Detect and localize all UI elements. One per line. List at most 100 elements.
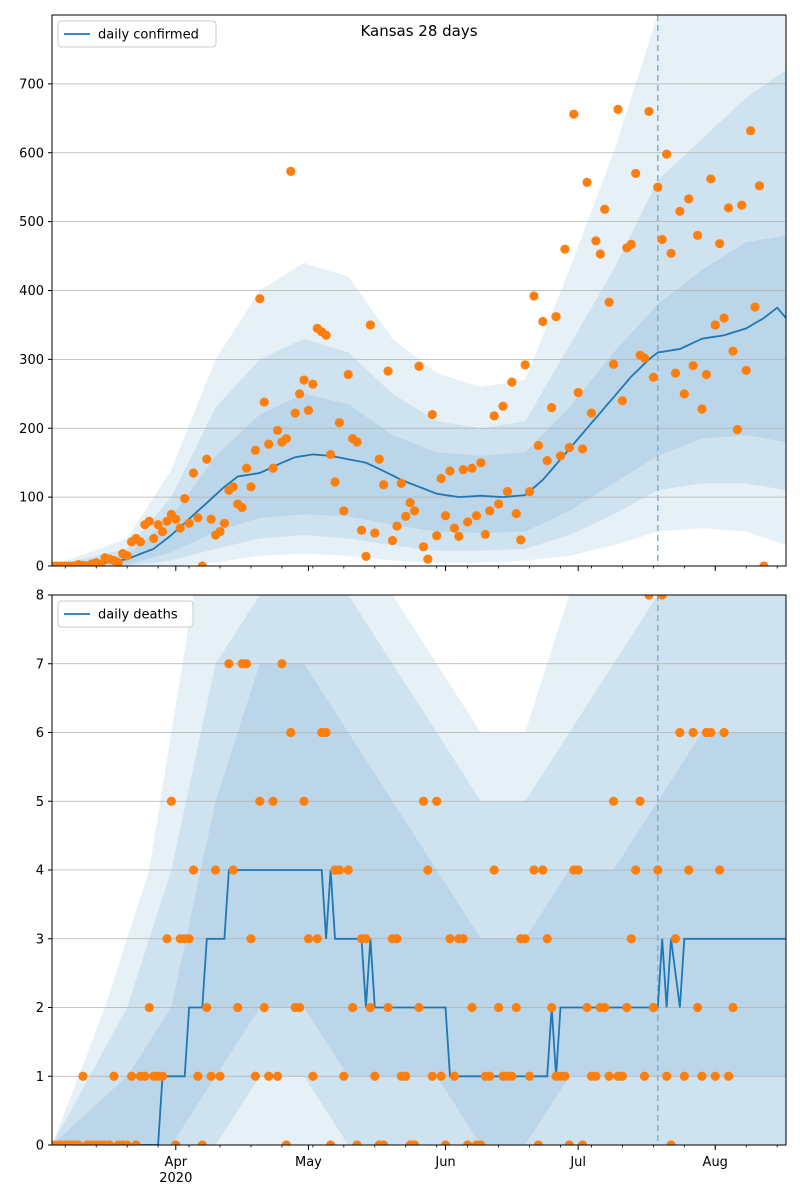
observed-point: [440, 511, 451, 521]
observed-point: [361, 934, 371, 944]
observed-point: [604, 297, 614, 307]
observed-point: [277, 659, 287, 669]
observed-point: [228, 865, 238, 875]
observed-point: [737, 200, 747, 210]
observed-point: [564, 1140, 574, 1145]
y-tick-label: 300: [19, 353, 44, 368]
observed-point: [418, 796, 429, 806]
observed-point: [467, 463, 477, 473]
observed-point: [246, 482, 256, 492]
observed-point: [423, 554, 433, 564]
observed-point: [308, 1071, 318, 1081]
observed-point: [648, 372, 658, 382]
observed-point: [706, 174, 716, 184]
observed-point: [631, 865, 641, 875]
observed-point: [542, 456, 552, 466]
observed-point: [432, 796, 442, 806]
observed-point: [697, 404, 707, 414]
observed-point: [679, 1071, 689, 1081]
observed-point: [241, 659, 252, 669]
observed-point: [684, 865, 694, 875]
observed-point: [723, 1071, 734, 1081]
observed-point: [272, 425, 283, 435]
observed-point: [639, 353, 650, 363]
y-tick-label: 5: [36, 795, 44, 810]
observed-point: [259, 1002, 269, 1013]
observed-point: [507, 377, 517, 387]
observed-point: [732, 425, 742, 435]
observed-point: [144, 1002, 154, 1013]
confidence-band-3: [52, 663, 786, 1145]
observed-point: [113, 557, 123, 566]
y-tick-label: 6: [36, 726, 44, 741]
observed-point: [157, 526, 168, 537]
observed-point: [728, 346, 738, 356]
observed-point: [741, 365, 751, 375]
observed-point: [184, 518, 194, 528]
observed-point: [109, 1071, 119, 1081]
observed-point: [215, 526, 225, 537]
observed-point: [679, 389, 689, 399]
observed-point: [706, 727, 716, 738]
legend-box: [57, 600, 194, 628]
observed-point: [401, 511, 411, 522]
observed-point: [250, 445, 260, 455]
observed-point: [383, 366, 393, 376]
observed-point: [259, 397, 269, 407]
observed-point: [485, 506, 495, 516]
observed-point: [662, 1071, 672, 1081]
observed-point: [728, 1002, 738, 1013]
observed-point: [485, 1071, 495, 1081]
observed-point: [374, 454, 384, 464]
observed-point: [237, 502, 247, 513]
observed-point: [467, 1002, 477, 1013]
x-tick-label: Jun: [434, 1155, 455, 1170]
confirmed-chart: 0 100 200 300 400 500 600 700 Kansas 28 days dail…: [19, 14, 787, 575]
observed-point: [759, 561, 769, 566]
observed-point: [303, 405, 314, 415]
chart-title: Kansas 28 days: [360, 22, 477, 40]
x-tick-label: Aug: [703, 1155, 728, 1170]
observed-point: [250, 1071, 260, 1081]
observed-point: [578, 444, 588, 454]
observed-point: [604, 1071, 614, 1081]
observed-point: [449, 1071, 459, 1081]
observed-point: [595, 249, 605, 259]
observed-point: [348, 1002, 358, 1013]
plot-area: [52, 15, 786, 566]
observed-point: [542, 934, 552, 944]
y-tick-label: 200: [19, 422, 44, 437]
observed-point: [529, 865, 539, 875]
observed-point: [476, 458, 486, 468]
observed-point: [175, 523, 185, 533]
observed-point: [493, 1002, 504, 1013]
observed-point: [427, 409, 437, 420]
observed-point: [144, 516, 154, 526]
y-tick-label: 0: [36, 560, 44, 575]
observed-point: [538, 865, 548, 875]
observed-point: [290, 408, 300, 418]
observed-point: [573, 387, 583, 398]
observed-point: [255, 796, 265, 806]
observed-point: [162, 934, 172, 944]
observed-point: [157, 1071, 168, 1081]
observed-point: [140, 1071, 150, 1081]
observed-point: [325, 1140, 336, 1145]
observed-point: [343, 369, 353, 380]
observed-point: [246, 934, 256, 944]
observed-point: [219, 518, 230, 528]
observed-point: [379, 1140, 389, 1145]
observed-point: [166, 796, 176, 806]
observed-point: [122, 551, 132, 561]
observed-point: [463, 1140, 473, 1145]
observed-point: [564, 442, 574, 453]
observed-point: [171, 1140, 181, 1145]
observed-point: [184, 934, 194, 944]
observed-point: [418, 542, 429, 552]
observed-point: [569, 109, 579, 119]
observed-point: [365, 1002, 375, 1013]
observed-point: [361, 551, 371, 561]
observed-point: [405, 498, 415, 508]
observed-point: [653, 865, 663, 875]
